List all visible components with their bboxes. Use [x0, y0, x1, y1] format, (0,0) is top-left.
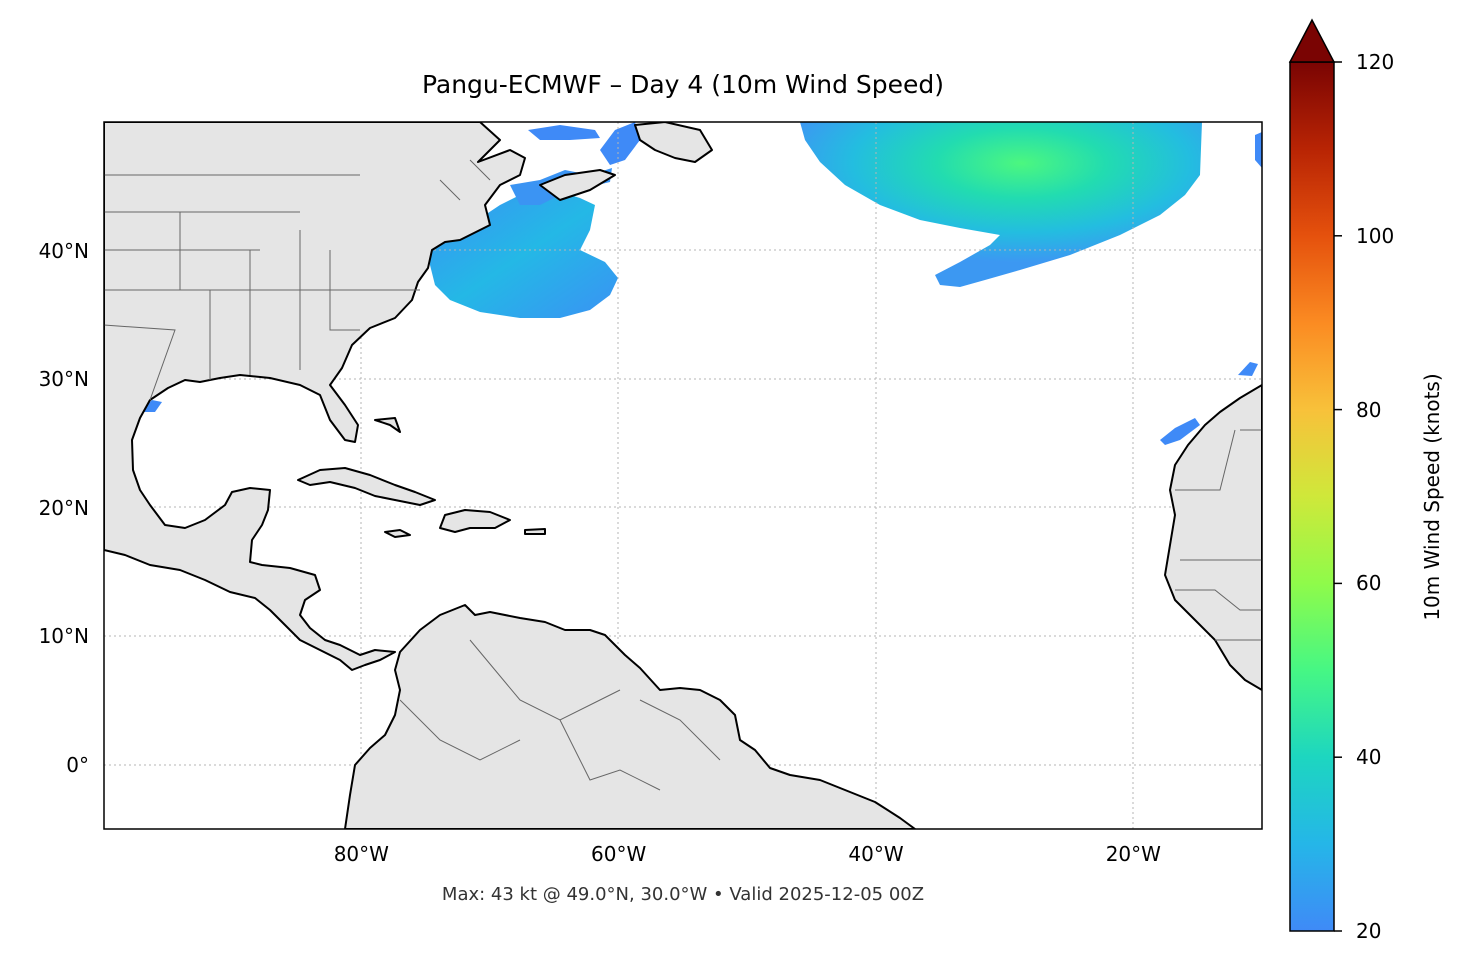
colorbar-tick-label: 80	[1356, 397, 1382, 422]
borders	[104, 159, 1262, 791]
colorbar-extend-arrow	[1288, 18, 1336, 63]
gridlines	[104, 122, 1262, 829]
wind-newfoundland	[600, 122, 640, 165]
lat-tick-label: 30°N	[38, 367, 89, 392]
wind-canary	[1160, 418, 1200, 445]
footer-info: Max: 43 kt @ 49.0°N, 30.0°W • Valid 2025…	[441, 884, 925, 905]
land-north-america	[104, 122, 526, 671]
lon-tick-label: 20°W	[1105, 842, 1161, 866]
colorbar	[1288, 18, 1342, 932]
lat-tick-label: 10°N	[38, 624, 89, 649]
colorbar-tick-label: 120	[1356, 50, 1395, 74]
map-frame	[103, 121, 1263, 830]
colorbar-label: 10m Wind Speed (knots)	[1420, 373, 1444, 621]
land-south-america	[344, 604, 916, 829]
map-plot-area	[104, 122, 1262, 829]
lat-tick-label: 20°N	[38, 495, 89, 520]
colorbar-gradient	[1289, 61, 1335, 932]
land-puerto-rico	[524, 528, 546, 535]
lon-tick-label: 80°W	[333, 842, 389, 866]
land-africa	[1164, 384, 1262, 691]
lon-tick-label: 40°W	[848, 842, 904, 866]
wind-storm-north-atlantic	[800, 122, 1202, 287]
land-nova-scotia	[539, 169, 616, 201]
lat-tick-label: 0°	[66, 752, 89, 777]
land-hispaniola	[439, 509, 511, 533]
lon-tick-label: 60°W	[591, 842, 647, 866]
wind-biscay	[1255, 132, 1262, 168]
land-jamaica	[384, 529, 411, 538]
map-title: Pangu-ECMWF – Day 4 (10m Wind Speed)	[421, 70, 945, 99]
land-cuba	[297, 467, 436, 506]
wind-azores	[1238, 362, 1258, 376]
lat-tick-label: 40°N	[38, 238, 89, 263]
land-newfoundland	[634, 122, 713, 163]
colorbar-tick-label: 20	[1356, 919, 1382, 943]
colorbar-tick-label: 60	[1356, 571, 1382, 596]
wind-st-lawrence	[528, 125, 600, 140]
land-bahamas	[374, 417, 401, 433]
colorbar-tick-label: 100	[1356, 223, 1395, 248]
colorbar-tick-label: 40	[1356, 745, 1382, 770]
land	[104, 122, 1262, 829]
